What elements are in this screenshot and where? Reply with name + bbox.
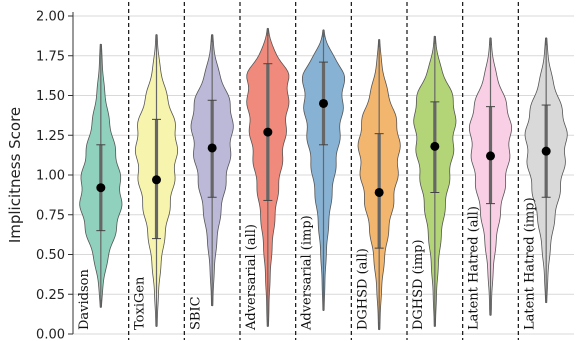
violin-davidson: Davidson xyxy=(77,43,123,330)
y-tick-label: 1.00 xyxy=(36,169,65,184)
violin-adversarial-all: Adversarial (all) xyxy=(244,27,290,331)
y-tick-label: 2.00 xyxy=(36,10,65,25)
violin-toxigen: ToxiGen xyxy=(133,34,179,330)
category-label: Adversarial (all) xyxy=(244,224,259,331)
violin-latent-hatred-all: Latent Hatred (all) xyxy=(467,37,513,330)
violin-latent-hatred-imp: Latent Hatred (imp) xyxy=(522,37,568,330)
median-point xyxy=(207,143,217,153)
median-point xyxy=(374,187,384,197)
y-axis-title: Implicitness Score xyxy=(6,107,24,243)
y-tick-label: 1.75 xyxy=(36,49,65,64)
category-label: SBIC xyxy=(188,296,203,330)
median-point xyxy=(430,141,440,151)
violin-adversarial-imp: Adversarial (imp) xyxy=(300,29,346,331)
y-tick-label: 0.75 xyxy=(36,208,65,223)
y-axis: 0.00 0.25 0.50 0.75 1.00 1.25 1.50 1.75 2.00 xyxy=(36,10,74,341)
y-tick-label: 0.00 xyxy=(36,328,65,341)
y-tick-label: 1.25 xyxy=(36,129,65,144)
category-label: Latent Hatred (imp) xyxy=(522,197,537,330)
y-tick-label: 0.25 xyxy=(36,288,65,303)
y-tick-label: 0.50 xyxy=(36,248,65,263)
category-label: DGHSD (imp) xyxy=(411,239,426,330)
median-point xyxy=(486,151,495,161)
y-tick-label: 1.50 xyxy=(36,89,65,104)
category-label: ToxiGen xyxy=(133,276,148,330)
category-label: DGHSD (all) xyxy=(355,248,370,330)
median-point xyxy=(152,175,161,185)
median-point xyxy=(541,146,551,156)
category-separators xyxy=(128,2,519,340)
violin-dghsd-imp: DGHSD (imp) xyxy=(411,35,457,330)
violin-sbic: SBIC xyxy=(188,34,234,330)
median-point xyxy=(319,98,328,108)
median-point xyxy=(263,127,273,137)
violin-dghsd-all: DGHSD (all) xyxy=(355,38,401,331)
category-label: Adversarial (imp) xyxy=(300,215,315,331)
category-label: Davidson xyxy=(77,269,92,330)
violins: Davidson ToxiGen SBIC Adversarial (all) Adve… xyxy=(77,27,568,331)
category-label: Latent Hatred (all) xyxy=(467,206,482,330)
median-point xyxy=(96,183,106,193)
